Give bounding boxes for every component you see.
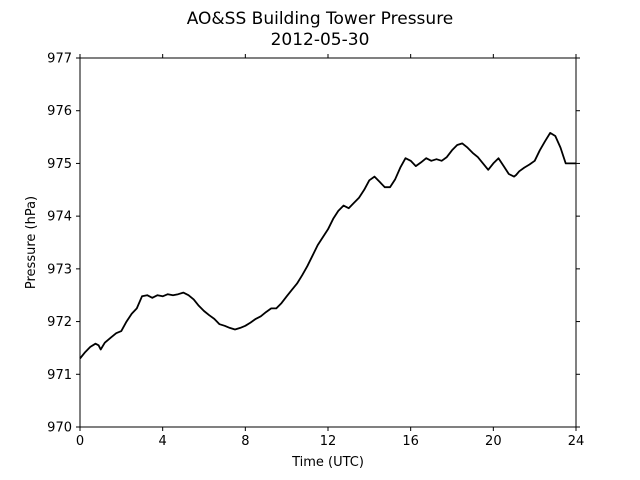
y-tick-label: 977: [47, 52, 72, 67]
x-tick-label: 0: [76, 434, 84, 449]
chart-title: AO&SS Building Tower Pressure: [187, 9, 454, 29]
y-tick-label: 972: [47, 315, 72, 330]
x-axis-label: Time (UTC): [291, 455, 364, 470]
y-tick-label: 975: [47, 157, 72, 172]
series-line: [79, 131, 576, 360]
x-tick-label: 20: [485, 434, 502, 449]
y-axis-label: Pressure (hPa): [24, 196, 39, 289]
y-tick-label: 970: [47, 421, 72, 436]
x-tick-label: 12: [320, 434, 337, 449]
data-lines: [79, 131, 576, 360]
x-tick-label: 16: [402, 434, 419, 449]
y-tick-label: 973: [47, 262, 72, 277]
axis-ticks: 0 4 8 12 16 20 24 970 971 972 973 974 975 976 977: [47, 52, 584, 450]
x-tick-label: 8: [241, 434, 249, 449]
x-tick-label: 4: [159, 434, 167, 449]
chart-subtitle: 2012-05-30: [271, 30, 370, 50]
y-tick-label: 971: [47, 368, 72, 383]
plot-frame: [79, 57, 577, 428]
y-tick-label: 974: [47, 210, 72, 225]
y-tick-label: 976: [47, 104, 72, 119]
x-tick-label: 24: [568, 434, 585, 449]
